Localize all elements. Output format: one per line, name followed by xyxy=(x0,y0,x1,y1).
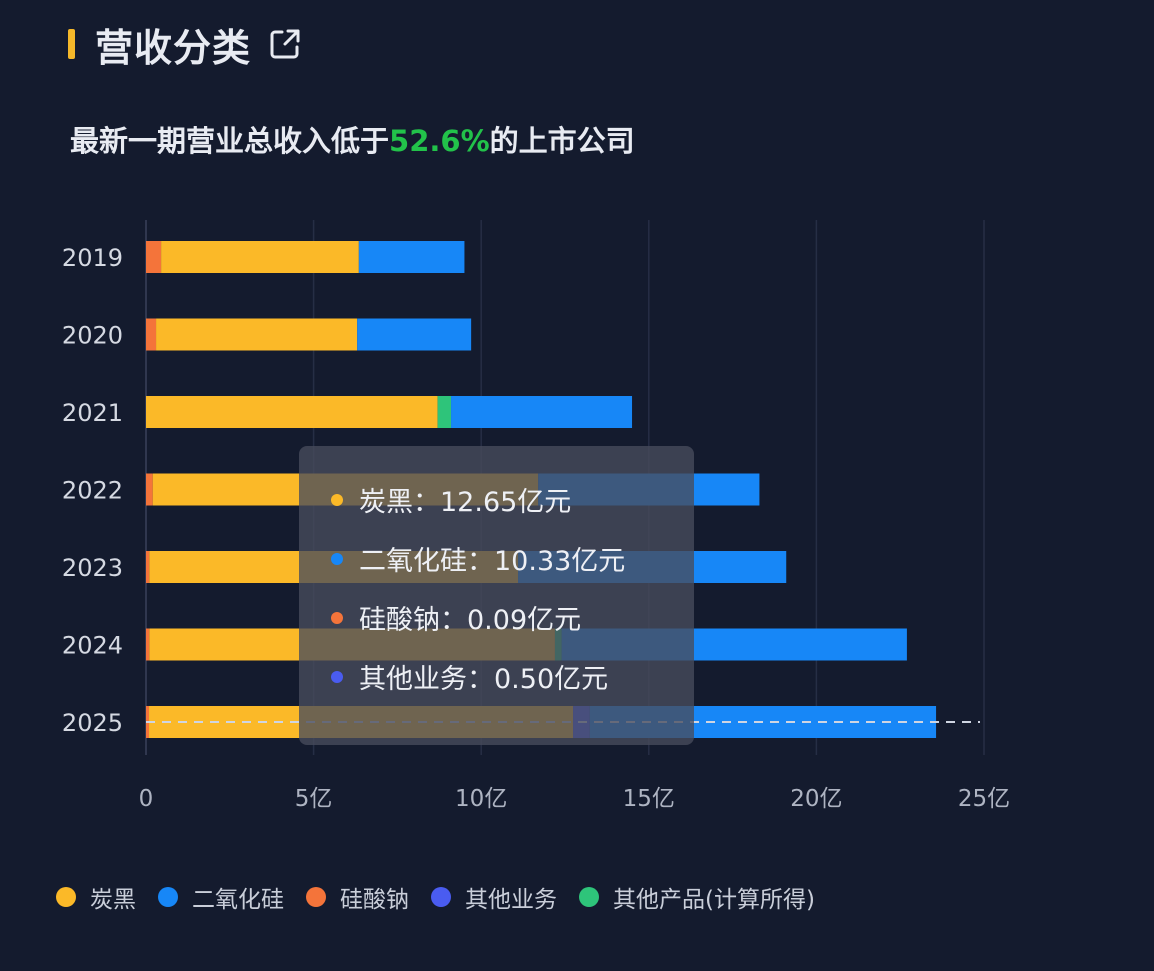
legend-dot-icon xyxy=(306,887,326,907)
tooltip-row: 二氧化硅：10.33亿元 xyxy=(331,529,694,588)
bar-segment xyxy=(437,396,452,428)
tooltip-dot-icon xyxy=(331,611,343,624)
bar-segment xyxy=(146,628,150,661)
bar-segment xyxy=(156,318,358,351)
legend-label: 炭黑 xyxy=(90,887,136,913)
x-tick-label: 5亿 xyxy=(295,786,333,812)
tooltip-label: 炭黑：12.65亿元 xyxy=(359,487,572,518)
bar-segment xyxy=(146,551,150,583)
y-category-label: 2022 xyxy=(62,477,123,505)
y-category-label: 2023 xyxy=(62,554,123,582)
tooltip-row: 其他业务：0.50亿元 xyxy=(331,647,694,706)
tooltip-dot-icon xyxy=(331,552,343,565)
subtitle-suffix: 的上市公司 xyxy=(489,124,635,158)
page-title: 营收分类 xyxy=(95,25,252,70)
legend-dot-icon xyxy=(431,887,451,907)
legend-label: 硅酸钠 xyxy=(340,887,409,913)
tooltip-row: 硅酸钠：0.09亿元 xyxy=(331,588,694,647)
x-tick-label: 15亿 xyxy=(623,786,675,812)
tooltip-dot-icon xyxy=(331,493,343,506)
legend-item[interactable]: 其他产品(计算所得) xyxy=(579,880,815,914)
legend-item[interactable]: 其他业务 xyxy=(431,880,557,914)
chart-legend: 炭黑 二氧化硅 硅酸钠 其他业务 其他产品(计算所得) xyxy=(56,879,837,915)
y-category-label: 2020 xyxy=(62,322,123,350)
bar-segment xyxy=(146,473,153,506)
x-tick-label: 25亿 xyxy=(958,786,1010,812)
accent-bar xyxy=(68,29,75,59)
y-category-label: 2025 xyxy=(62,709,123,737)
x-tick-label: 10亿 xyxy=(455,786,507,812)
bar-segment xyxy=(146,396,438,428)
bar-segment xyxy=(146,241,162,273)
bar-segment xyxy=(358,241,465,273)
legend-label: 二氧化硅 xyxy=(192,887,284,913)
chart-tooltip: 炭黑：12.65亿元二氧化硅：10.33亿元 硅酸钠：0.09亿元 其他业务：0.5… xyxy=(299,446,694,745)
subtitle-prefix: 最新一期营业总收入低于 xyxy=(70,124,390,158)
tooltip-label: 其他业务：0.50亿元 xyxy=(359,664,609,695)
legend-label: 其他产品(计算所得) xyxy=(613,887,815,913)
section-header: 营收分类 xyxy=(68,18,303,70)
legend-dot-icon xyxy=(158,887,178,907)
revenue-rank-text: 最新一期营业总收入低于52.6%的上市公司 xyxy=(70,118,635,160)
legend-label: 其他业务 xyxy=(465,887,557,913)
x-tick-label: 0 xyxy=(139,786,154,812)
tooltip-label: 硅酸钠：0.09亿元 xyxy=(359,605,582,636)
tooltip-dot-icon xyxy=(331,670,343,683)
tooltip-row: 炭黑：12.65亿元 xyxy=(331,470,694,529)
legend-dot-icon xyxy=(579,887,599,907)
legend-item[interactable]: 炭黑 xyxy=(56,880,136,914)
tooltip-label: 二氧化硅：10.33亿元 xyxy=(359,546,626,577)
bar-segment xyxy=(161,241,359,273)
y-category-label: 2021 xyxy=(62,399,123,427)
legend-item[interactable]: 二氧化硅 xyxy=(158,880,284,914)
legend-dot-icon xyxy=(56,887,76,907)
y-category-label: 2019 xyxy=(62,244,123,272)
percentile-value: 52.6% xyxy=(389,124,490,158)
bar-segment xyxy=(451,396,633,428)
y-category-label: 2024 xyxy=(62,632,123,660)
external-link-icon[interactable] xyxy=(267,26,303,62)
x-tick-label: 20亿 xyxy=(790,786,842,812)
legend-item[interactable]: 硅酸钠 xyxy=(306,880,409,914)
bar-segment xyxy=(357,318,472,351)
bar-segment xyxy=(146,318,157,351)
